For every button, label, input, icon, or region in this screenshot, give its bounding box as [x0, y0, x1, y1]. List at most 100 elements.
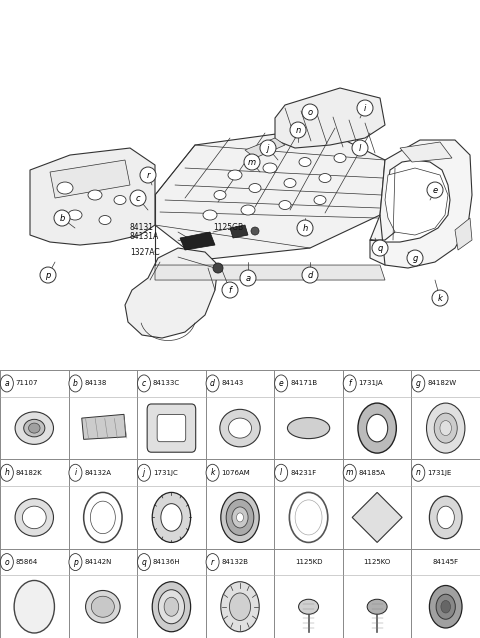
- Text: f: f: [348, 379, 351, 388]
- Ellipse shape: [436, 594, 456, 619]
- Polygon shape: [155, 265, 385, 280]
- Text: m: m: [346, 468, 353, 477]
- Ellipse shape: [158, 590, 184, 624]
- Ellipse shape: [334, 154, 346, 163]
- Ellipse shape: [314, 195, 326, 205]
- Text: 1731JA: 1731JA: [359, 380, 383, 387]
- Ellipse shape: [249, 184, 261, 193]
- Ellipse shape: [284, 179, 296, 188]
- Circle shape: [297, 220, 313, 236]
- Ellipse shape: [15, 499, 53, 536]
- Polygon shape: [352, 493, 402, 542]
- Ellipse shape: [427, 403, 465, 453]
- Circle shape: [352, 140, 368, 156]
- Ellipse shape: [288, 418, 330, 438]
- Text: h: h: [302, 223, 308, 232]
- Text: c: c: [142, 379, 146, 388]
- Circle shape: [244, 154, 260, 170]
- Circle shape: [0, 554, 13, 570]
- Text: 84138: 84138: [84, 380, 107, 387]
- Text: i: i: [74, 468, 76, 477]
- Ellipse shape: [232, 507, 248, 528]
- Ellipse shape: [84, 493, 122, 542]
- Text: 71107: 71107: [16, 380, 38, 387]
- Ellipse shape: [114, 195, 126, 205]
- Circle shape: [130, 190, 146, 206]
- Polygon shape: [50, 160, 130, 198]
- Text: g: g: [412, 253, 418, 262]
- Circle shape: [407, 250, 423, 266]
- Ellipse shape: [164, 597, 179, 616]
- Text: a: a: [4, 379, 9, 388]
- Text: 84231F: 84231F: [290, 470, 316, 476]
- Circle shape: [206, 375, 219, 392]
- Ellipse shape: [99, 216, 111, 225]
- Circle shape: [69, 375, 82, 392]
- Circle shape: [251, 227, 259, 235]
- Ellipse shape: [85, 591, 120, 623]
- Ellipse shape: [299, 158, 311, 167]
- Text: i: i: [364, 103, 366, 112]
- Ellipse shape: [441, 600, 451, 613]
- Text: r: r: [146, 170, 150, 179]
- Text: 84133C: 84133C: [153, 380, 180, 387]
- Ellipse shape: [299, 599, 319, 614]
- Text: q: q: [377, 244, 383, 253]
- Text: 84131A: 84131A: [130, 232, 159, 241]
- Text: 1731JE: 1731JE: [427, 470, 452, 476]
- Ellipse shape: [90, 501, 115, 533]
- Circle shape: [302, 267, 318, 283]
- Ellipse shape: [57, 182, 73, 194]
- Polygon shape: [30, 148, 155, 245]
- Text: b: b: [73, 379, 78, 388]
- Ellipse shape: [434, 413, 457, 443]
- Ellipse shape: [91, 597, 114, 617]
- Ellipse shape: [440, 420, 452, 436]
- Text: k: k: [438, 293, 443, 302]
- Circle shape: [222, 282, 238, 298]
- Circle shape: [240, 270, 256, 286]
- Text: 1327AC: 1327AC: [130, 248, 160, 257]
- Text: 1125KD: 1125KD: [295, 559, 323, 565]
- Text: p: p: [73, 558, 78, 567]
- Ellipse shape: [28, 423, 40, 433]
- Text: 1125KO: 1125KO: [363, 559, 391, 565]
- Text: 84142N: 84142N: [84, 559, 112, 565]
- Text: j: j: [143, 468, 145, 477]
- Text: 84131: 84131: [130, 223, 154, 232]
- Ellipse shape: [237, 513, 243, 522]
- Ellipse shape: [367, 599, 387, 614]
- Text: 1731JC: 1731JC: [153, 470, 178, 476]
- Circle shape: [343, 464, 356, 481]
- Circle shape: [54, 210, 70, 226]
- Text: 84145F: 84145F: [432, 559, 459, 565]
- Text: 84182W: 84182W: [427, 380, 456, 387]
- Circle shape: [40, 267, 56, 283]
- Ellipse shape: [23, 506, 46, 529]
- Polygon shape: [385, 168, 448, 235]
- Circle shape: [290, 122, 306, 138]
- Text: 84182K: 84182K: [16, 470, 43, 476]
- Ellipse shape: [203, 210, 217, 220]
- Text: d: d: [210, 379, 215, 388]
- Text: o: o: [4, 558, 9, 567]
- Ellipse shape: [152, 493, 191, 542]
- Ellipse shape: [14, 581, 54, 633]
- Ellipse shape: [367, 414, 388, 442]
- Text: l: l: [280, 468, 282, 477]
- Text: 84136H: 84136H: [153, 559, 180, 565]
- FancyBboxPatch shape: [157, 415, 186, 441]
- Text: e: e: [279, 379, 284, 388]
- Text: 84143: 84143: [221, 380, 244, 387]
- Ellipse shape: [161, 503, 182, 531]
- Text: n: n: [295, 126, 300, 135]
- Polygon shape: [82, 414, 126, 440]
- Circle shape: [302, 104, 318, 120]
- Ellipse shape: [289, 493, 328, 542]
- Ellipse shape: [358, 403, 396, 453]
- Ellipse shape: [228, 170, 242, 180]
- Text: e: e: [432, 186, 438, 195]
- Text: p: p: [45, 271, 51, 279]
- Circle shape: [427, 182, 443, 198]
- Circle shape: [275, 464, 288, 481]
